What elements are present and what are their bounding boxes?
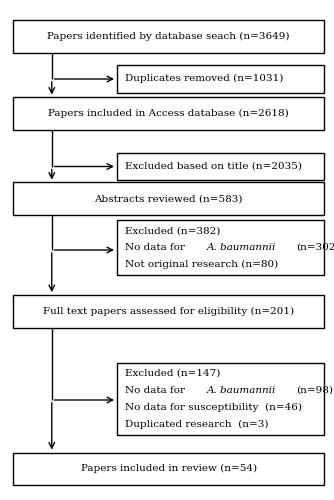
Text: (n=98): (n=98) xyxy=(296,386,333,395)
Text: No data for susceptibility  (n=46): No data for susceptibility (n=46) xyxy=(125,402,302,411)
Text: (n=302): (n=302) xyxy=(296,243,334,252)
Text: Full text papers assessed for eligibility (n=201): Full text papers assessed for eligibilit… xyxy=(43,306,294,316)
Bar xyxy=(117,65,324,92)
Text: Papers included in Access database (n=2618): Papers included in Access database (n=26… xyxy=(48,109,289,118)
Bar xyxy=(117,362,324,435)
Text: A. baumannii: A. baumannii xyxy=(207,386,276,395)
Bar xyxy=(117,152,324,180)
Text: Excluded based on title (n=2035): Excluded based on title (n=2035) xyxy=(125,162,302,171)
Text: Papers identified by database seach (n=3649): Papers identified by database seach (n=3… xyxy=(47,32,290,41)
Text: Excluded (n=382): Excluded (n=382) xyxy=(125,226,221,235)
Text: A. baumannii: A. baumannii xyxy=(207,243,276,252)
Bar xyxy=(13,98,324,130)
Text: Excluded (n=147): Excluded (n=147) xyxy=(125,369,221,378)
Bar xyxy=(117,220,324,275)
Bar xyxy=(13,295,324,328)
Text: No data for: No data for xyxy=(125,386,188,395)
Text: No data for: No data for xyxy=(125,243,188,252)
Bar xyxy=(13,182,324,215)
Bar xyxy=(13,452,324,485)
Bar xyxy=(13,20,324,52)
Text: Abstracts reviewed (n=583): Abstracts reviewed (n=583) xyxy=(95,194,243,203)
Text: Duplicated research  (n=3): Duplicated research (n=3) xyxy=(125,420,269,428)
Text: Duplicates removed (n=1031): Duplicates removed (n=1031) xyxy=(125,74,284,84)
Text: Papers included in review (n=54): Papers included in review (n=54) xyxy=(80,464,257,473)
Text: Not original research (n=80): Not original research (n=80) xyxy=(125,260,279,268)
